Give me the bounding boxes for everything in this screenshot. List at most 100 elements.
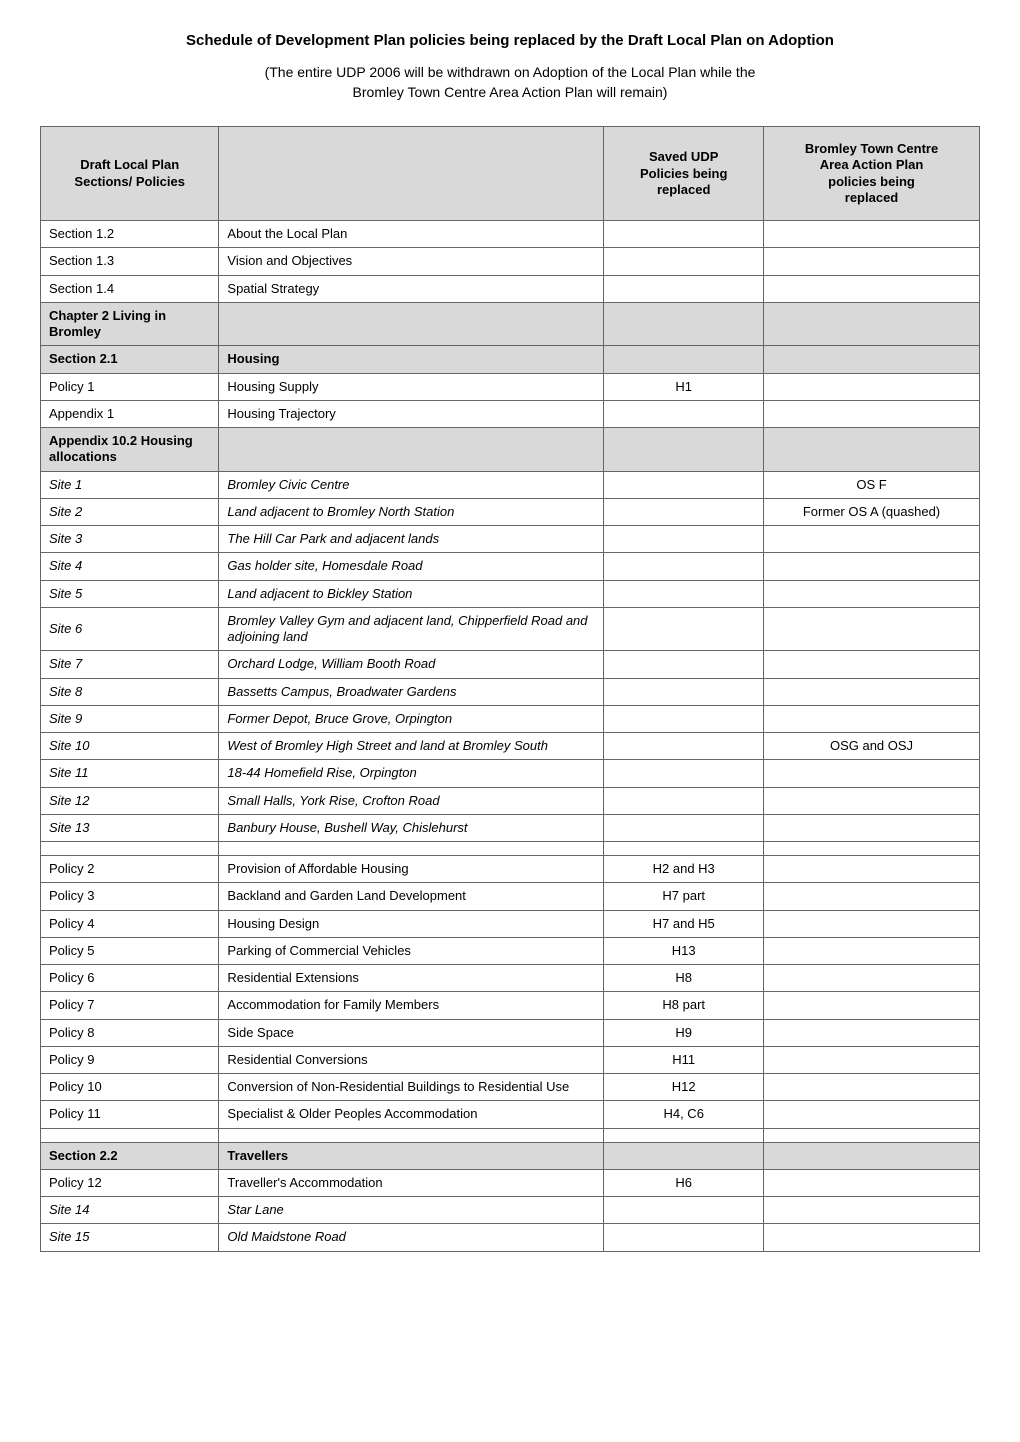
subtitle-line-1: (The entire UDP 2006 will be withdrawn o… [265, 64, 756, 80]
cell-section: Site 14 [41, 1197, 219, 1224]
table-row: Site 15 Old Maidstone Road [41, 1224, 980, 1251]
table-row: Section 1.2 About the Local Plan [41, 221, 980, 248]
cell-btc: OSG and OSJ [764, 733, 980, 760]
cell-udp: H11 [604, 1046, 764, 1073]
cell-desc: Bromley Valley Gym and adjacent land, Ch… [219, 607, 604, 651]
cell-btc [764, 760, 980, 787]
table-row: Site 12 Small Halls, York Rise, Crofton … [41, 787, 980, 814]
cell-desc: Bromley Civic Centre [219, 471, 604, 498]
cell-desc: Banbury House, Bushell Way, Chislehurst [219, 814, 604, 841]
cell-btc [764, 428, 980, 472]
section-row-2-1: Section 2.1 Housing [41, 346, 980, 373]
cell-section: Section 1.4 [41, 275, 219, 302]
table-row: Site 13 Banbury House, Bushell Way, Chis… [41, 814, 980, 841]
table-row: Site 5 Land adjacent to Bickley Station [41, 580, 980, 607]
table-row: Site 2 Land adjacent to Bromley North St… [41, 498, 980, 525]
cell-udp [604, 400, 764, 427]
cell-desc: Housing [219, 346, 604, 373]
cell-section: Policy 2 [41, 856, 219, 883]
cell-udp [604, 787, 764, 814]
cell-udp [604, 471, 764, 498]
table-row: Site 8 Bassetts Campus, Broadwater Garde… [41, 678, 980, 705]
cell-udp [604, 733, 764, 760]
cell-section: Appendix 1 [41, 400, 219, 427]
table-row: Site 11 18-44 Homefield Rise, Orpington [41, 760, 980, 787]
cell-btc [764, 965, 980, 992]
table-row: Policy 5 Parking of Commercial Vehicles … [41, 937, 980, 964]
table-row: Policy 1 Housing Supply H1 [41, 373, 980, 400]
cell-desc: Vision and Objectives [219, 248, 604, 275]
section-row-chapter2: Chapter 2 Living in Bromley [41, 302, 980, 346]
section-row-appendix-10-2: Appendix 10.2 Housing allocations [41, 428, 980, 472]
cell-btc [764, 787, 980, 814]
cell-desc: Orchard Lodge, William Booth Road [219, 651, 604, 678]
cell-udp: H9 [604, 1019, 764, 1046]
spacer-row [41, 1128, 980, 1142]
cell-btc [764, 1019, 980, 1046]
cell-udp [604, 607, 764, 651]
cell-btc [764, 705, 980, 732]
cell-btc [764, 1197, 980, 1224]
table-row: Policy 8 Side Space H9 [41, 1019, 980, 1046]
cell-btc [764, 607, 980, 651]
cell-btc [764, 373, 980, 400]
cell-udp: H8 part [604, 992, 764, 1019]
cell-udp: H13 [604, 937, 764, 964]
document-subtitle: (The entire UDP 2006 will be withdrawn o… [40, 63, 980, 102]
table-row: Site 3 The Hill Car Park and adjacent la… [41, 526, 980, 553]
cell-desc: 18-44 Homefield Rise, Orpington [219, 760, 604, 787]
cell-desc: Conversion of Non-Residential Buildings … [219, 1074, 604, 1101]
cell-udp [604, 1142, 764, 1169]
cell-udp [604, 1224, 764, 1251]
table-row: Site 10 West of Bromley High Street and … [41, 733, 980, 760]
cell-desc: West of Bromley High Street and land at … [219, 733, 604, 760]
cell-section: Section 1.2 [41, 221, 219, 248]
cell-btc [764, 937, 980, 964]
cell-udp [604, 221, 764, 248]
cell-section: Appendix 10.2 Housing allocations [41, 428, 219, 472]
cell-section: Policy 9 [41, 1046, 219, 1073]
cell-section: Policy 11 [41, 1101, 219, 1128]
document-title: Schedule of Development Plan policies be… [40, 32, 980, 49]
cell-btc [764, 553, 980, 580]
cell-udp: H8 [604, 965, 764, 992]
cell-udp [604, 553, 764, 580]
cell-desc: Accommodation for Family Members [219, 992, 604, 1019]
cell-section: Site 7 [41, 651, 219, 678]
table-row: Site 7 Orchard Lodge, William Booth Road [41, 651, 980, 678]
cell-desc: Housing Design [219, 910, 604, 937]
cell-section: Site 10 [41, 733, 219, 760]
cell-section: Policy 8 [41, 1019, 219, 1046]
spacer-row [41, 842, 980, 856]
cell-btc [764, 992, 980, 1019]
cell-udp: H12 [604, 1074, 764, 1101]
table-row: Policy 3 Backland and Garden Land Develo… [41, 883, 980, 910]
cell-section: Policy 4 [41, 910, 219, 937]
header-draft-local-plan: Draft Local Plan Sections/ Policies [41, 127, 219, 221]
table-row: Site 6 Bromley Valley Gym and adjacent l… [41, 607, 980, 651]
cell-btc [764, 651, 980, 678]
cell-btc [764, 678, 980, 705]
cell-section: Policy 7 [41, 992, 219, 1019]
cell-btc [764, 814, 980, 841]
cell-btc [764, 856, 980, 883]
cell-btc [764, 1224, 980, 1251]
cell-udp [604, 275, 764, 302]
cell-udp: H7 and H5 [604, 910, 764, 937]
cell-section: Policy 10 [41, 1074, 219, 1101]
subtitle-line-2: Bromley Town Centre Area Action Plan wil… [353, 84, 668, 100]
cell-udp [604, 678, 764, 705]
cell-desc: Housing Supply [219, 373, 604, 400]
cell-udp [604, 814, 764, 841]
cell-section: Section 2.2 [41, 1142, 219, 1169]
cell-desc: Gas holder site, Homesdale Road [219, 553, 604, 580]
cell-udp: H1 [604, 373, 764, 400]
cell-desc: Backland and Garden Land Development [219, 883, 604, 910]
cell-section: Site 15 [41, 1224, 219, 1251]
cell-desc: Land adjacent to Bickley Station [219, 580, 604, 607]
cell-section: Chapter 2 Living in Bromley [41, 302, 219, 346]
cell-btc: Former OS A (quashed) [764, 498, 980, 525]
cell-btc: OS F [764, 471, 980, 498]
cell-desc: Provision of Affordable Housing [219, 856, 604, 883]
cell-section: Site 4 [41, 553, 219, 580]
